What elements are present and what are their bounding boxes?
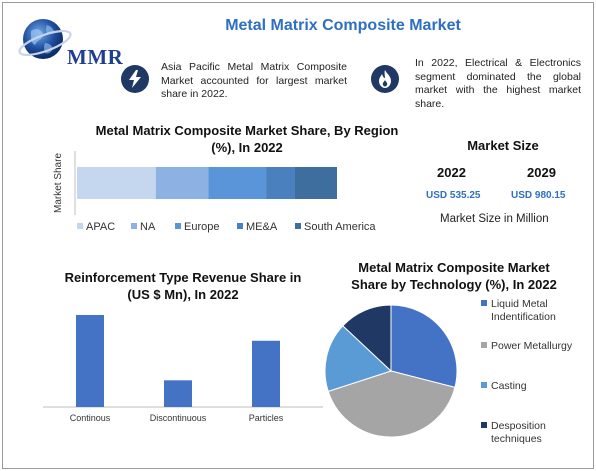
technology-legend-label-2: Power Metallurgy xyxy=(491,340,573,352)
technology-legend-label-4: Desposition techniques xyxy=(491,420,546,445)
reinforcement-tick-label-3: Particles xyxy=(249,413,284,423)
mmr-logo: MMR xyxy=(17,13,137,71)
region-legend-label-3: Europe xyxy=(184,221,219,233)
technology-pie-slice-3 xyxy=(324,325,392,393)
region-legend-label-1: APAC xyxy=(86,221,115,233)
reinforcement-tick-label-1: Continous xyxy=(70,413,111,423)
flame-icon xyxy=(371,65,399,93)
logo-text: MMR xyxy=(67,45,124,69)
region-bar-segment-1 xyxy=(77,167,156,199)
region-ylabel: Market Share xyxy=(53,153,64,213)
region-legend-swatch-2 xyxy=(131,223,137,229)
region-legend-label-2: NA xyxy=(140,221,156,233)
region-legend-swatch-4 xyxy=(237,223,243,229)
market-size-title: Market Size xyxy=(467,138,539,153)
reinforcement-revenue-chart: Continous Discontinuous Particles xyxy=(43,315,323,423)
reinforcement-chart-title: Reinforcement Type Revenue Share in (US … xyxy=(64,270,302,302)
region-bar-segment-3 xyxy=(208,167,267,199)
technology-legend-label-1: Liquid Metal Indentification xyxy=(491,298,556,323)
region-legend-swatch-1 xyxy=(77,223,83,229)
region-legend-label-4: ME&A xyxy=(246,221,278,233)
technology-legend-swatch-3 xyxy=(481,382,487,388)
technology-legend-swatch-2 xyxy=(481,342,487,348)
technology-legend-swatch-4 xyxy=(481,422,487,428)
info-text-region: Asia Pacific Metal Matrix Composite Mark… xyxy=(161,61,347,100)
technology-pie-slice-2 xyxy=(327,370,456,438)
info-text-segment: In 2022, Electrical & Electronics segmen… xyxy=(415,57,581,110)
technology-legend-label-3: Casting xyxy=(491,380,527,392)
globe-icon xyxy=(18,19,72,59)
reinforcement-bar-2 xyxy=(164,380,192,407)
technology-pie-slice-1 xyxy=(390,304,458,389)
reinforcement-tick-label-2: Discontinuous xyxy=(150,413,207,423)
page-title: Metal Matrix Composite Market xyxy=(225,17,461,34)
lightning-icon xyxy=(121,65,149,93)
region-legend-swatch-3 xyxy=(175,223,181,229)
region-legend-swatch-5 xyxy=(295,223,301,229)
reinforcement-bar-3 xyxy=(252,340,280,407)
technology-share-chart: Liquid Metal Indentification Power Metallu… xyxy=(324,298,573,445)
technology-legend-swatch-1 xyxy=(481,300,487,306)
technology-pie-slice-4 xyxy=(342,304,392,373)
reinforcement-bar-1 xyxy=(76,315,104,407)
market-size-value-2022: USD 535.25 xyxy=(426,190,481,201)
market-size-note: Market Size in Million xyxy=(440,213,549,225)
region-chart-title: Metal Matrix Composite Market Share, By … xyxy=(95,123,399,155)
market-size-value-2029: USD 980.15 xyxy=(511,190,566,201)
region-bar-segment-2 xyxy=(155,167,209,199)
region-legend-label-5: South America xyxy=(304,221,376,233)
market-size-year-2029: 2029 xyxy=(527,165,556,180)
region-bar-segment-5 xyxy=(294,167,337,199)
region-bar-segment-4 xyxy=(266,167,295,199)
region-share-chart: Market Share APAC NA Europe ME&A South Americ… xyxy=(53,151,376,233)
technology-chart-title: Metal Matrix Composite Market Share by T… xyxy=(351,260,557,292)
market-size-year-2022: 2022 xyxy=(437,165,466,180)
